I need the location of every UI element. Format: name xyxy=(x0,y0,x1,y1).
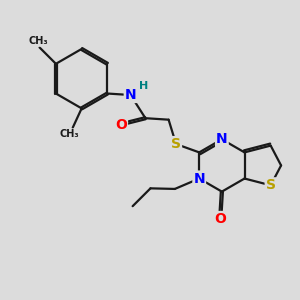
Text: N: N xyxy=(194,172,205,185)
Text: CH₃: CH₃ xyxy=(60,129,80,139)
Text: CH₃: CH₃ xyxy=(28,36,48,46)
Text: S: S xyxy=(266,178,276,192)
Text: N: N xyxy=(216,132,228,146)
Text: H: H xyxy=(139,81,148,91)
Text: O: O xyxy=(115,118,127,132)
Text: O: O xyxy=(214,212,226,226)
Text: N: N xyxy=(125,88,136,102)
Text: S: S xyxy=(171,137,181,151)
